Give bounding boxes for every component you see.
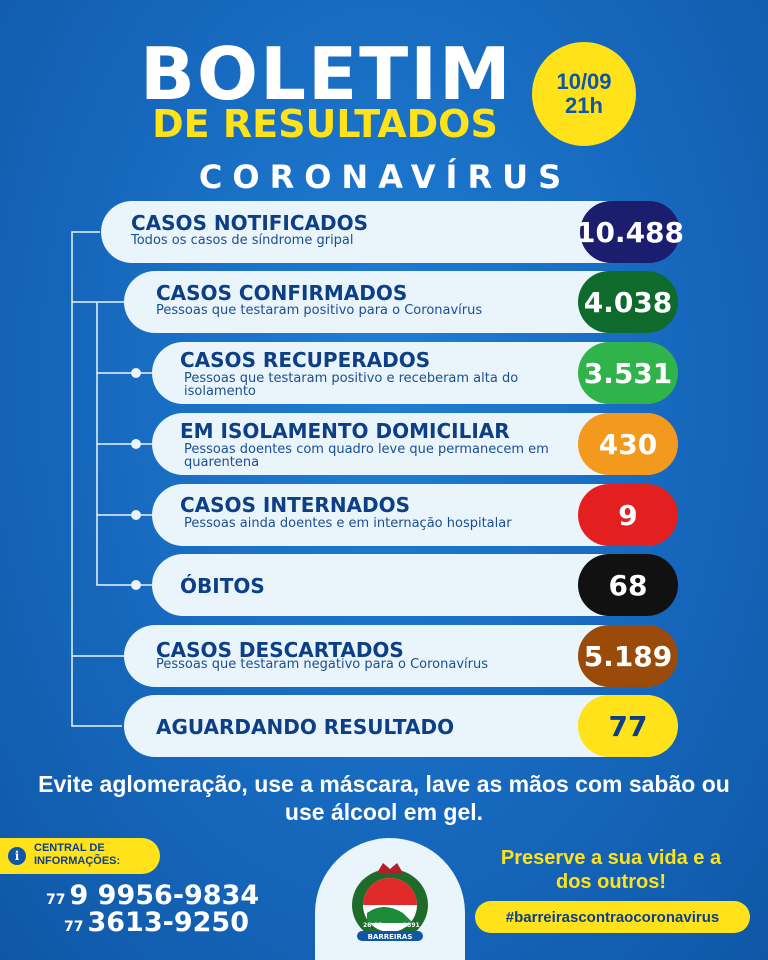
stat-label: CASOS RECUPERADOS (180, 348, 431, 372)
stat-description: Todos os casos de síndrome gripal (131, 233, 354, 248)
phone-digits: 3613-9250 (87, 907, 249, 938)
stat-label: AGUARDANDO RESULTADO (156, 715, 455, 739)
stat-description: Pessoas que testaram positivo para o Cor… (156, 303, 483, 318)
svg-text:1891: 1891 (403, 922, 420, 929)
contact-label: CENTRAL DE INFORMAÇÕES: (34, 842, 121, 867)
stat-value-badge: 68 (578, 554, 678, 616)
stat-description: Pessoas que testaram negativo para o Cor… (156, 657, 489, 672)
stat-label: CASOS NOTIFICADOS (131, 211, 369, 235)
info-icon: i (8, 847, 26, 865)
topic-heading: CORONAVÍRUS (198, 158, 572, 196)
stat-value-badge: 10.488 (576, 201, 684, 263)
page-title: BOLETIM (140, 32, 513, 116)
stat-value-badge: 4.038 (578, 271, 678, 333)
stat-label: EM ISOLAMENTO DOMICILIAR (180, 419, 510, 443)
phone-ddd: 77 (46, 892, 66, 908)
phone-ddd: 77 (64, 919, 84, 935)
stat-description: Pessoas que testaram positivo e recebera… (184, 371, 519, 399)
contact-label-pill: i CENTRAL DE INFORMAÇÕES: (0, 838, 160, 874)
time-text: 21h (565, 93, 603, 118)
svg-text:BARREIRAS: BARREIRAS (368, 933, 413, 941)
stat-label: CASOS INTERNADOS (180, 493, 411, 517)
hashtag-pill[interactable]: #barreirascontraocoronavirus (475, 901, 750, 933)
stat-label: CASOS CONFIRMADOS (156, 281, 408, 305)
stat-label: CASOS DESCARTADOS (156, 638, 404, 662)
prevention-message: Evite aglomeração, use a máscara, lave a… (38, 771, 730, 825)
phone-number-mobile[interactable]: 77 9 9956-9834 (46, 880, 259, 911)
stat-description: Pessoas doentes com quadro leve que perm… (184, 442, 549, 470)
stat-label: ÓBITOS (180, 574, 265, 598)
phone-number-landline[interactable]: 77 3613-9250 (64, 907, 249, 938)
date-badge: 10/09 21h (532, 42, 636, 146)
stat-value-badge: 77 (578, 695, 678, 757)
stat-value-badge: 430 (578, 413, 678, 475)
city-crest-logo: 26-05 1891 BARREIRAS (352, 863, 428, 941)
svg-text:26-05: 26-05 (363, 922, 382, 929)
stat-value-badge: 3.531 (578, 342, 678, 404)
stat-description: Pessoas ainda doentes e em internação ho… (184, 516, 512, 531)
stat-value-badge: 5.189 (578, 625, 678, 687)
slogan-text: Preserve a sua vida e a dos outros! (500, 847, 722, 893)
date-text: 10/09 (556, 69, 612, 94)
page-subtitle: DE RESULTADOS (152, 102, 498, 146)
stat-value-badge: 9 (578, 484, 678, 546)
phone-digits: 9 9956-9834 (69, 880, 260, 911)
